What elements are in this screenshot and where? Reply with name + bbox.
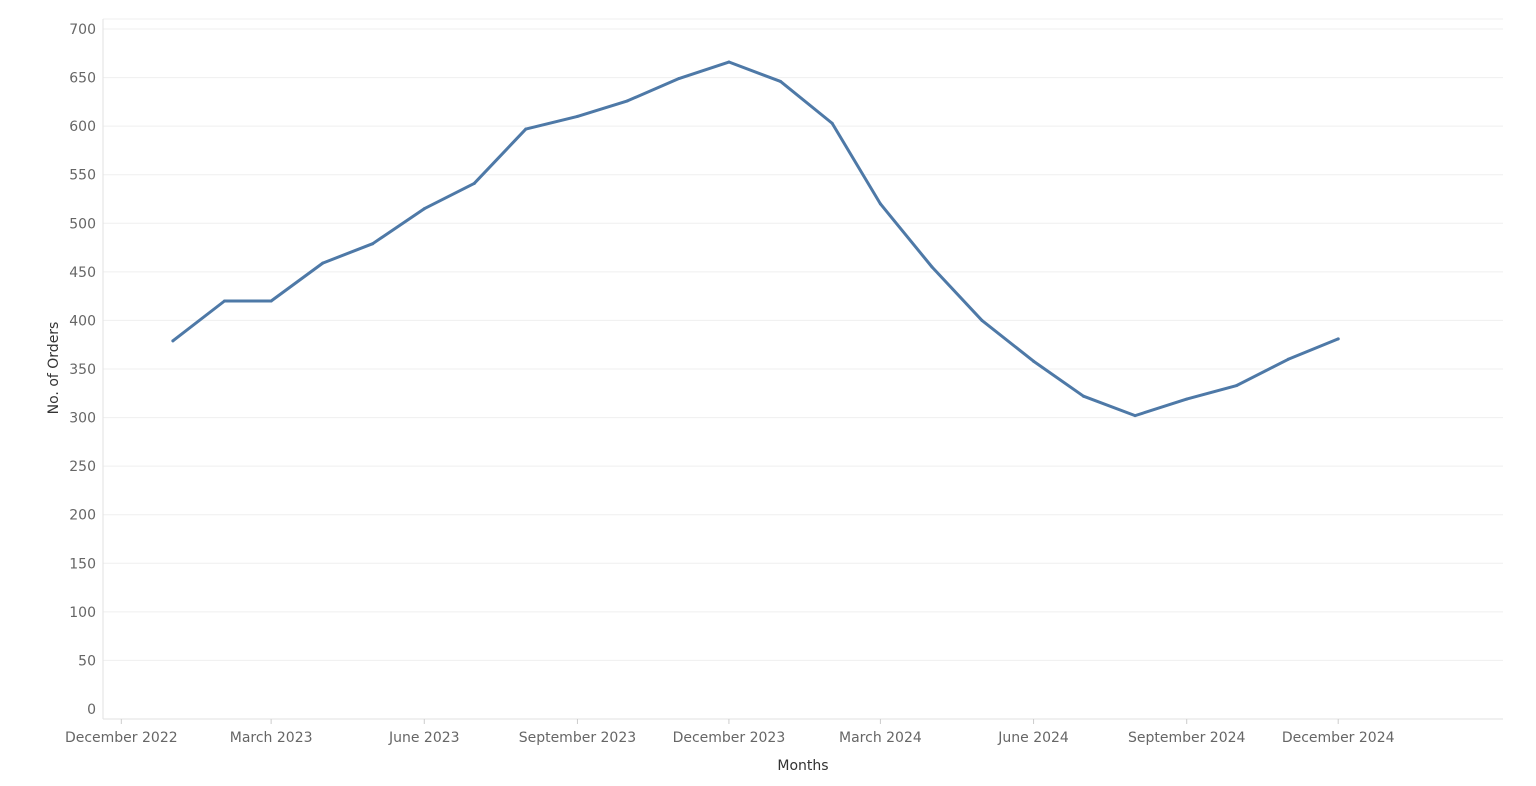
y-axis: 0 50 100 150 200 250 300 350 400 450 500 550 600 650 7… bbox=[69, 19, 104, 719]
gridlines bbox=[103, 18, 1503, 661]
y-tick-label: 150 bbox=[69, 556, 96, 572]
series-line bbox=[171, 60, 1340, 418]
data-point bbox=[625, 99, 629, 103]
data-point bbox=[321, 261, 325, 265]
data-point bbox=[575, 114, 579, 118]
y-tick-label: 450 bbox=[69, 265, 96, 281]
y-tick-label: 600 bbox=[69, 119, 96, 135]
data-point bbox=[677, 77, 681, 81]
x-axis-title: Months bbox=[777, 758, 828, 774]
data-point bbox=[727, 60, 731, 64]
y-tick-label: 350 bbox=[69, 362, 96, 378]
y-tick-label: 200 bbox=[69, 508, 96, 524]
data-point bbox=[1185, 397, 1189, 401]
y-tick-label: 500 bbox=[69, 216, 96, 232]
x-tick-label: September 2024 bbox=[1128, 730, 1246, 746]
data-point bbox=[371, 242, 375, 246]
series-group bbox=[171, 60, 1340, 418]
data-point bbox=[269, 299, 273, 303]
y-tick-label: 50 bbox=[78, 653, 96, 669]
x-tick-label: September 2023 bbox=[519, 730, 636, 746]
x-tick-label: March 2024 bbox=[839, 730, 922, 746]
x-tick-label: March 2023 bbox=[230, 730, 313, 746]
x-tick-label: June 2024 bbox=[997, 730, 1069, 746]
x-tick-label: December 2023 bbox=[673, 730, 786, 746]
data-point bbox=[1336, 337, 1340, 341]
y-tick-label: 650 bbox=[69, 71, 96, 87]
x-tick-label: December 2024 bbox=[1282, 730, 1395, 746]
y-tick-label: 300 bbox=[69, 411, 96, 427]
data-point bbox=[878, 202, 882, 206]
data-point bbox=[830, 121, 834, 125]
data-point bbox=[472, 181, 476, 185]
x-axis: December 2022 March 2023 June 2023 Septembe… bbox=[65, 718, 1503, 746]
x-tick-label: December 2022 bbox=[65, 730, 178, 746]
data-point bbox=[980, 318, 984, 322]
y-tick-label: 550 bbox=[69, 168, 96, 184]
data-point bbox=[1286, 357, 1290, 361]
data-point bbox=[1133, 414, 1137, 418]
y-tick-label: 700 bbox=[69, 22, 96, 38]
y-tick-label: 100 bbox=[69, 605, 96, 621]
y-tick-label: 0 bbox=[87, 702, 96, 718]
y-axis-title: No. of Orders bbox=[46, 322, 62, 415]
y-tick-label: 250 bbox=[69, 459, 96, 475]
data-point bbox=[422, 207, 426, 211]
data-point bbox=[171, 339, 175, 343]
data-point bbox=[1235, 384, 1239, 388]
y-tick-label: 400 bbox=[69, 313, 96, 329]
data-point bbox=[1032, 359, 1036, 363]
x-tick-label: June 2023 bbox=[388, 730, 460, 746]
data-point bbox=[524, 127, 528, 131]
data-point bbox=[930, 265, 934, 269]
data-point bbox=[1082, 394, 1085, 398]
data-point bbox=[223, 299, 227, 303]
data-point bbox=[779, 79, 783, 83]
